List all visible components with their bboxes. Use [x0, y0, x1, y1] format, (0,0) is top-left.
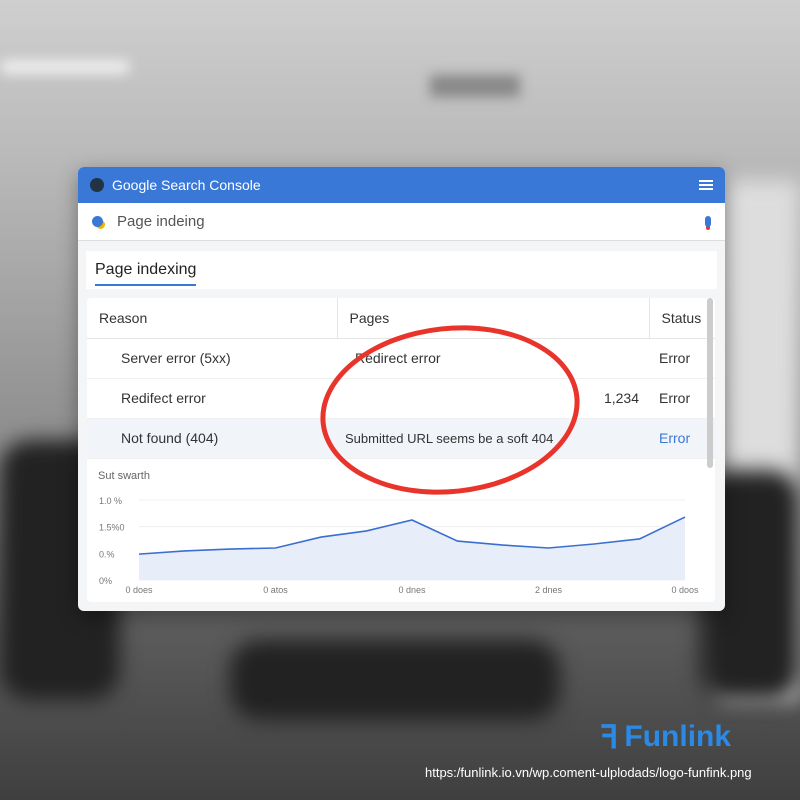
table-row[interactable]: Server error (5xx) Redirect error Error — [87, 338, 715, 379]
reason-cell: Not found (404) — [87, 418, 337, 459]
scrollbar[interactable] — [707, 298, 713, 468]
search-icon — [92, 216, 103, 227]
table-header: Reason Pages Status — [87, 298, 715, 339]
count-cell: 1,234 — [337, 378, 649, 419]
y-tick-label: 0.% — [99, 549, 115, 559]
hamburger-menu-icon[interactable] — [699, 180, 713, 190]
ceiling-vent — [430, 75, 520, 97]
y-tick-label: 1.5%0 — [99, 523, 125, 533]
y-tick-label: 1.0 % — [99, 496, 122, 506]
x-tick-label: 0 doos — [671, 585, 699, 595]
header-pages[interactable]: Pages — [336, 298, 649, 339]
tab-bar: Page indexing — [86, 251, 717, 289]
table-row[interactable]: Not found (404) Submitted URL seems be a… — [87, 418, 715, 459]
chart-area — [139, 517, 685, 580]
table-row[interactable]: Redifect error 1,234 Error — [87, 378, 715, 419]
x-tick-label: 0 atos — [263, 585, 288, 595]
reasons-table: Reason Pages Status Server error (5xx) R… — [87, 298, 715, 459]
indexing-panel: Reason Pages Status Server error (5xx) R… — [87, 298, 715, 602]
tab-page-indexing[interactable]: Page indexing — [95, 255, 197, 286]
search-bar[interactable]: Page indeing — [78, 203, 725, 241]
microphone-icon[interactable] — [705, 216, 711, 227]
google-logo-icon — [90, 178, 104, 192]
indexing-chart: Sut swarth 0% 0.% 1.5%0 1.0 % 0 does 0 atos 0 d… — [98, 470, 699, 595]
status-cell: Error — [649, 338, 715, 379]
pages-cell: Redirect error — [337, 338, 649, 379]
header-reason[interactable]: Reason — [87, 298, 337, 339]
header-status[interactable]: Status — [648, 298, 715, 339]
status-cell: Error — [649, 378, 715, 419]
x-tick-label: 2 dnes — [535, 585, 563, 595]
app-title: Google Search Console — [112, 177, 261, 193]
title-bar: Google Search Console — [78, 167, 725, 203]
reason-cell: Redifect error — [87, 378, 337, 419]
brand-name: Funlink — [624, 720, 732, 753]
x-tick-label: 0 does — [125, 585, 153, 595]
y-tick-label: 0% — [99, 576, 112, 586]
source-url: https:/funlink.io.vn/wp.coment-ulplodads… — [425, 765, 752, 780]
funlink-logo-icon: ꟻ — [600, 719, 619, 755]
pages-cell: Submitted URL seems be a soft 404 — [337, 418, 649, 459]
chart-title: Sut swarth — [98, 470, 150, 482]
ceiling-light — [0, 60, 130, 74]
status-cell[interactable]: Error — [649, 418, 715, 459]
chair — [230, 640, 560, 720]
reason-cell: Server error (5xx) — [87, 338, 337, 379]
x-tick-label: 0 dnes — [398, 585, 426, 595]
search-console-window: Google Search Console Page indeing Page … — [78, 167, 725, 611]
search-input[interactable]: Page indeing — [117, 213, 205, 230]
funlink-logo: ꟻ Funlink — [600, 718, 731, 756]
